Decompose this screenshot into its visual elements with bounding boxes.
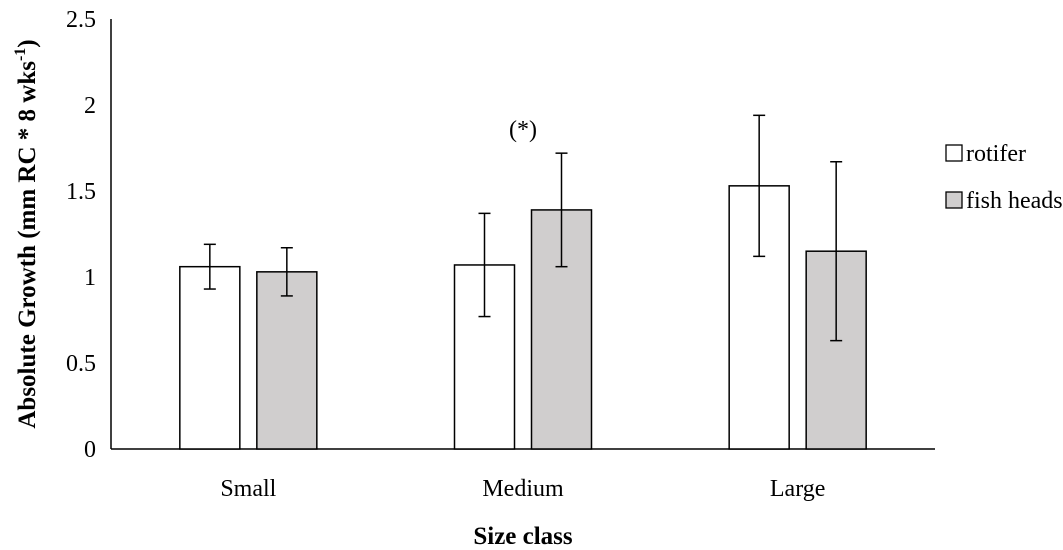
error-bars xyxy=(203,114,843,342)
y-tick-label: 2 xyxy=(84,93,96,119)
axes xyxy=(110,19,935,450)
bars xyxy=(179,185,867,450)
y-axis-title-main: Absolute Growth (mm RC * 8 wks xyxy=(14,61,41,429)
x-tick-label-large: Large xyxy=(770,476,826,502)
legend-item-rotifer: rotifer xyxy=(945,141,1026,167)
bar-rotifer-small xyxy=(179,265,241,450)
legend-swatch xyxy=(945,191,963,209)
error-bar-rotifer-small xyxy=(203,243,216,290)
legend-label: rotifer xyxy=(966,141,1026,167)
legend-item-fish-heads: fish heads xyxy=(945,188,1063,214)
significance-annotation: (*) xyxy=(509,117,537,143)
y-tick-label: 0.5 xyxy=(66,351,96,377)
y-tick-label: 0 xyxy=(84,437,96,463)
y-tick-label: 1 xyxy=(84,265,96,291)
y-axis-title-close: ) xyxy=(14,39,41,47)
legend: rotifer fish heads xyxy=(945,141,1063,214)
y-tick-labels: 0 0.5 1 1.5 2 2.5 xyxy=(66,7,96,463)
x-tick-labels: Small Medium Large xyxy=(220,476,825,502)
x-axis-title: Size class xyxy=(473,523,573,550)
legend-swatch xyxy=(945,144,963,162)
y-axis-title: Absolute Growth (mm RC * 8 wks-1) xyxy=(12,39,41,428)
error-bar-rotifer-medium xyxy=(478,212,491,318)
x-tick-label-medium: Medium xyxy=(482,476,564,502)
y-tick-label: 2.5 xyxy=(66,7,96,33)
annotations: (*) xyxy=(509,117,537,143)
error-bar-rotifer-large xyxy=(753,114,766,258)
x-tick-label-small: Small xyxy=(220,476,276,502)
legend-label: fish heads xyxy=(966,188,1063,214)
error-bar-fish-heads-small xyxy=(280,247,293,297)
error-bar-fish-heads-medium xyxy=(555,152,568,268)
y-tick-label: 1.5 xyxy=(66,179,96,205)
y-axis-title-superscript: -1 xyxy=(12,48,29,61)
error-bar-fish-heads-large xyxy=(830,161,843,342)
bar-fish-heads-small xyxy=(256,271,318,450)
